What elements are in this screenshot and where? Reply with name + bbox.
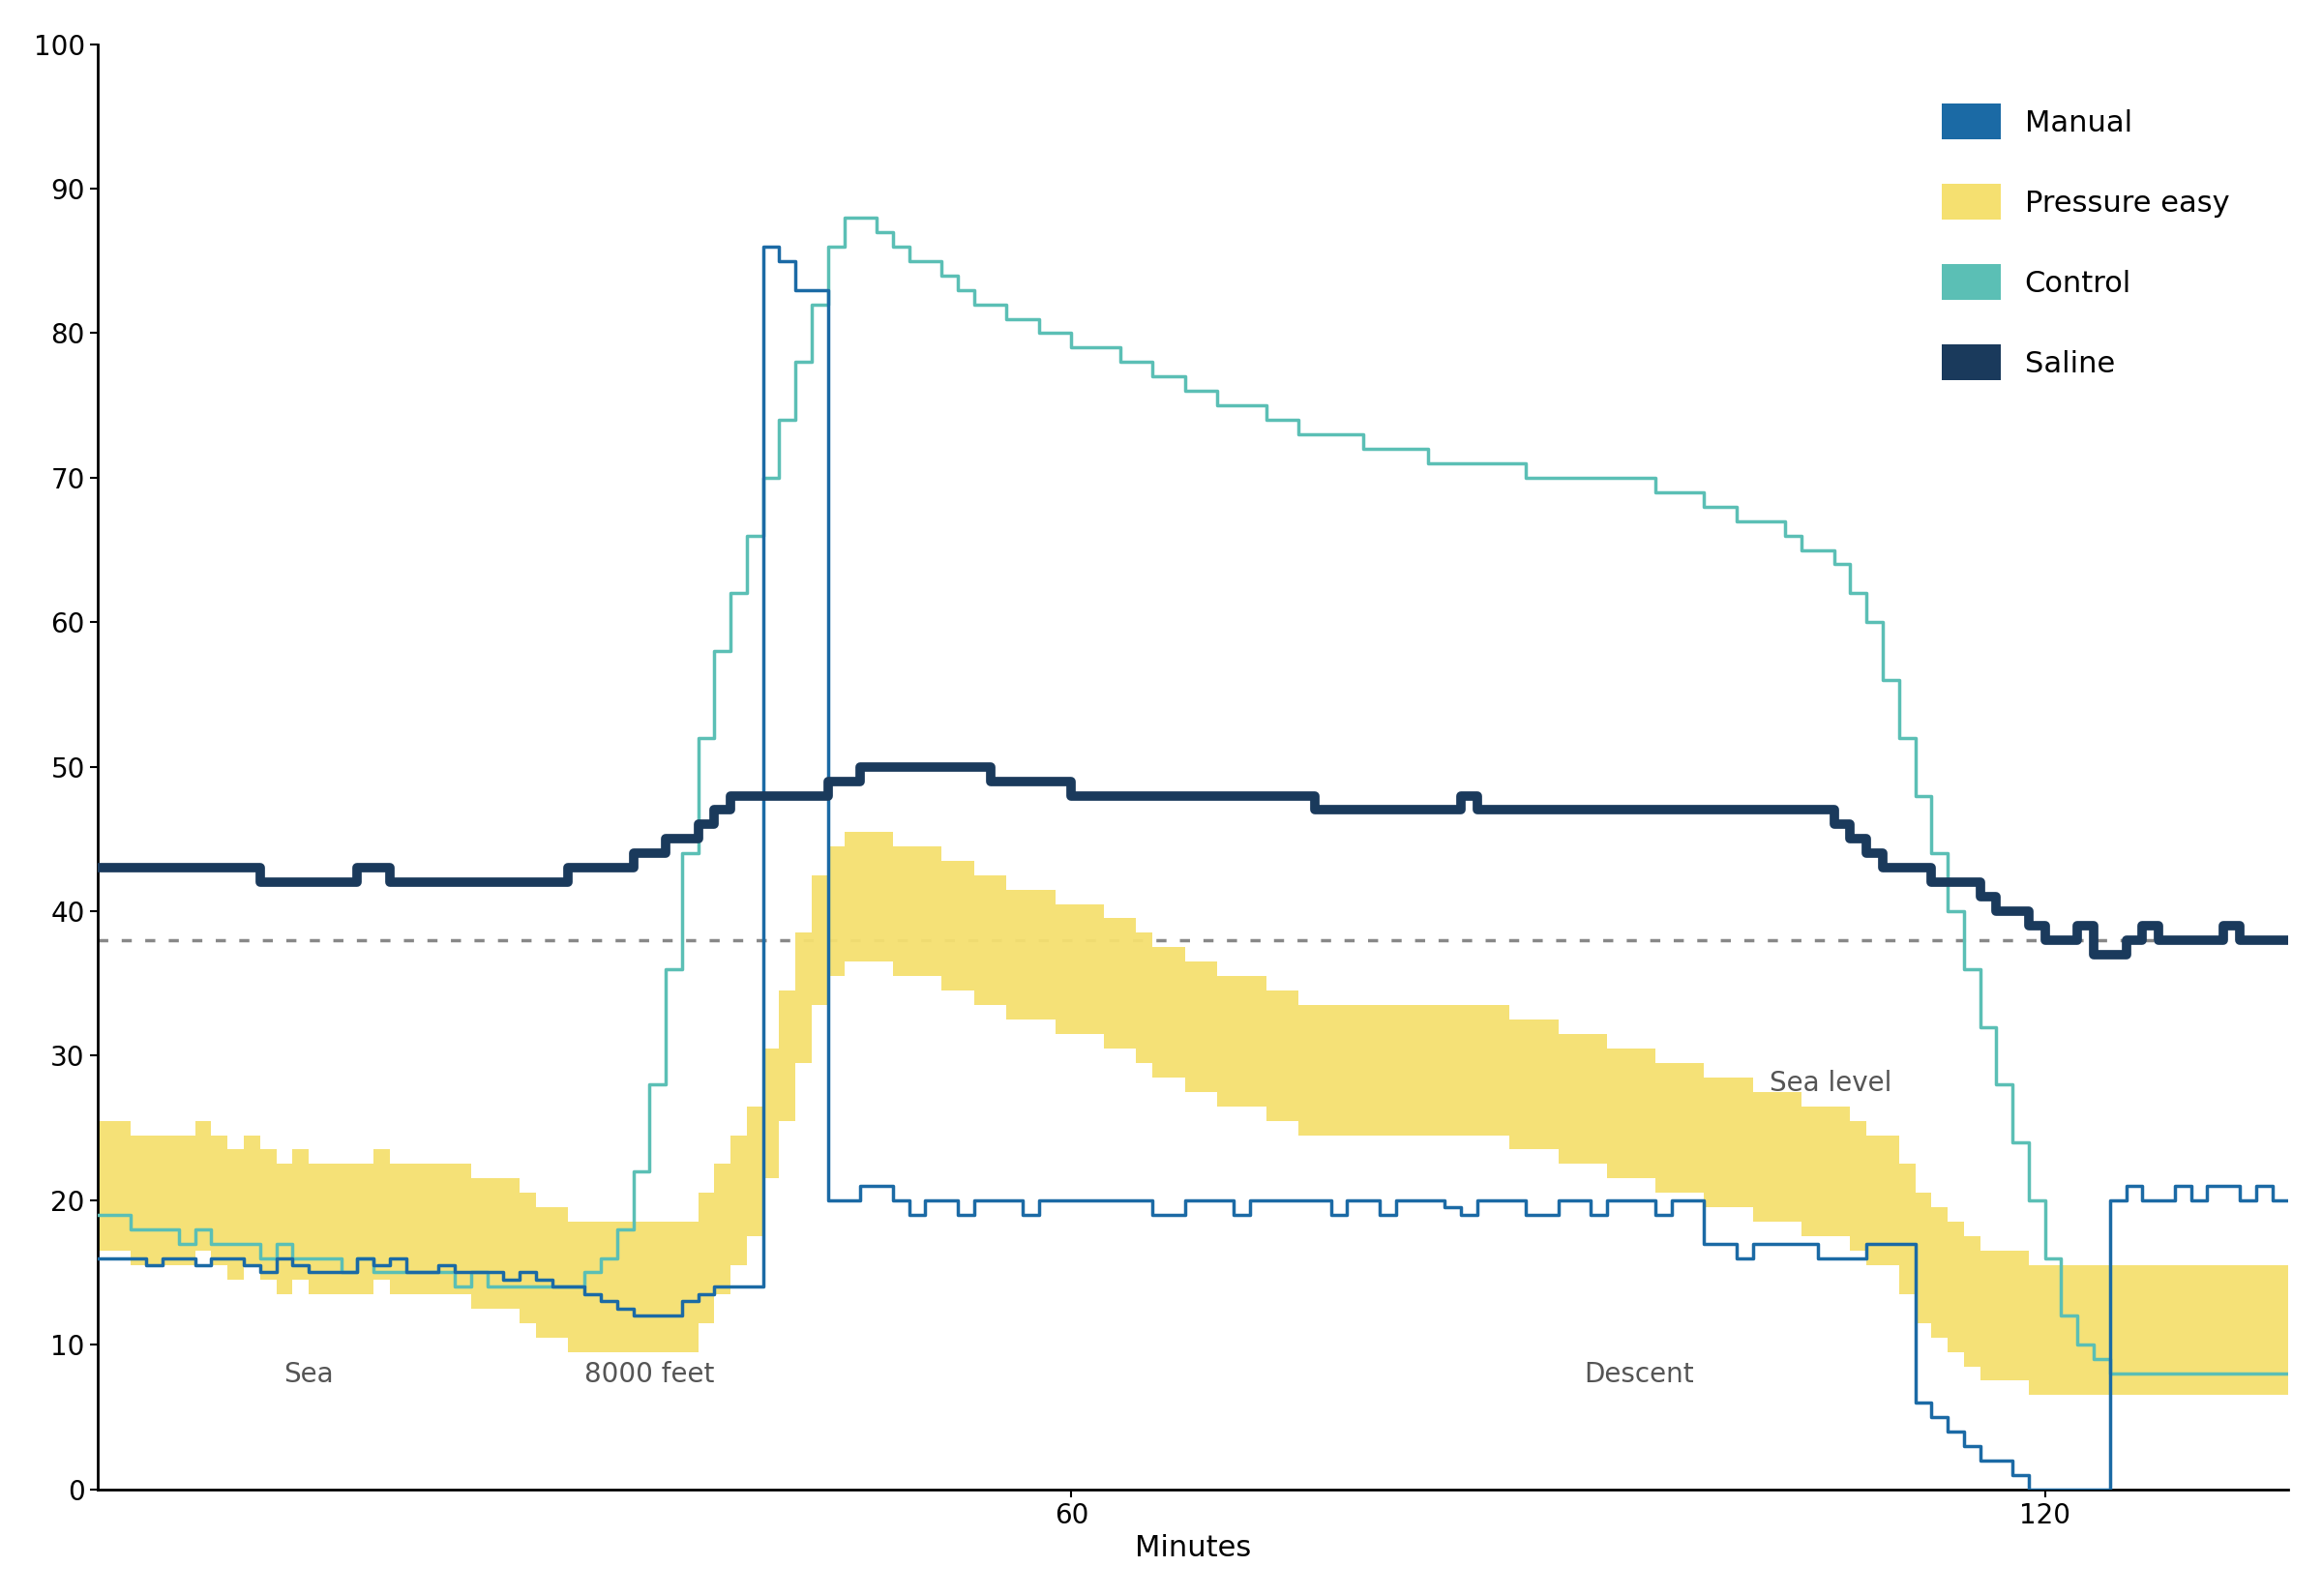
Text: Sea: Sea (283, 1361, 334, 1389)
Text: Sea level: Sea level (1769, 1069, 1892, 1096)
Text: 8000 feet: 8000 feet (585, 1361, 715, 1389)
Text: Descent: Descent (1584, 1361, 1695, 1389)
X-axis label: Minutes: Minutes (1135, 1534, 1252, 1562)
Legend: Manual, Pressure easy, Control, Saline: Manual, Pressure easy, Control, Saline (1897, 59, 2273, 425)
